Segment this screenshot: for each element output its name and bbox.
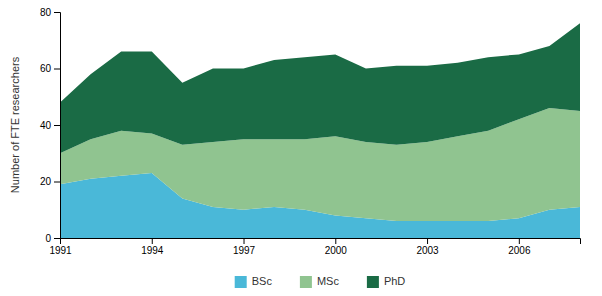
legend-item: BSc (235, 275, 273, 288)
tick-label: 80 (40, 7, 52, 18)
legend-label: PhD (384, 275, 405, 287)
axis-title: Number of FTE researchers (9, 56, 21, 193)
tick-mark (54, 125, 60, 126)
x-tick: 2003 (416, 238, 439, 256)
tick-label: 40 (40, 120, 52, 131)
y-tick: 0 (45, 233, 60, 244)
legend-swatch (367, 276, 379, 288)
chart: 1991 1994 1997 2000 2003 2006 0 20 40 60 80 Number … (0, 0, 602, 296)
y-tick: 40 (40, 120, 60, 131)
tick-mark (152, 238, 153, 244)
x-tick: 1994 (141, 238, 164, 256)
tick-mark (54, 12, 60, 13)
legend-swatch (235, 276, 247, 288)
tick-label: 1991 (49, 245, 72, 256)
tick-mark (54, 69, 60, 70)
y-tick: 20 (40, 176, 60, 187)
plot: 1991 1994 1997 2000 2003 2006 0 20 40 60 80 (40, 7, 581, 256)
y-tick: 60 (40, 63, 60, 74)
axis-line (54, 13, 61, 239)
x-tick: 2000 (325, 238, 348, 256)
legend-label: BSc (252, 275, 273, 287)
tick-mark (519, 238, 520, 244)
tick-label: 2000 (325, 245, 348, 256)
area (60, 23, 580, 153)
tick-label: 0 (45, 233, 51, 244)
legend-item: PhD (367, 275, 405, 288)
legend-item: MSc (300, 275, 340, 288)
x-tick: 2006 (508, 238, 531, 256)
marks (60, 23, 580, 238)
legend-label: MSc (317, 275, 340, 287)
tick-label: 1994 (141, 245, 164, 256)
tick-mark (335, 238, 336, 244)
tick-label: 2003 (416, 245, 439, 256)
legend-swatch (300, 276, 312, 288)
tick-label: 1997 (233, 245, 256, 256)
tick-label: 20 (40, 176, 52, 187)
tick-mark (54, 182, 60, 183)
tick-mark (244, 238, 245, 244)
axis-line (61, 239, 581, 245)
y-axis: 0 20 40 60 80 (40, 7, 61, 244)
legend: BSc MSc PhD (235, 275, 406, 288)
tick-label: 2006 (508, 245, 531, 256)
tick-label: 60 (40, 63, 52, 74)
tick-mark (54, 238, 60, 239)
x-tick: 1997 (233, 238, 256, 256)
y-tick: 80 (40, 7, 60, 18)
tick-mark (427, 238, 428, 244)
x-tick: 1991 (49, 238, 72, 256)
x-axis: 1991 1994 1997 2000 2003 2006 (49, 238, 580, 256)
